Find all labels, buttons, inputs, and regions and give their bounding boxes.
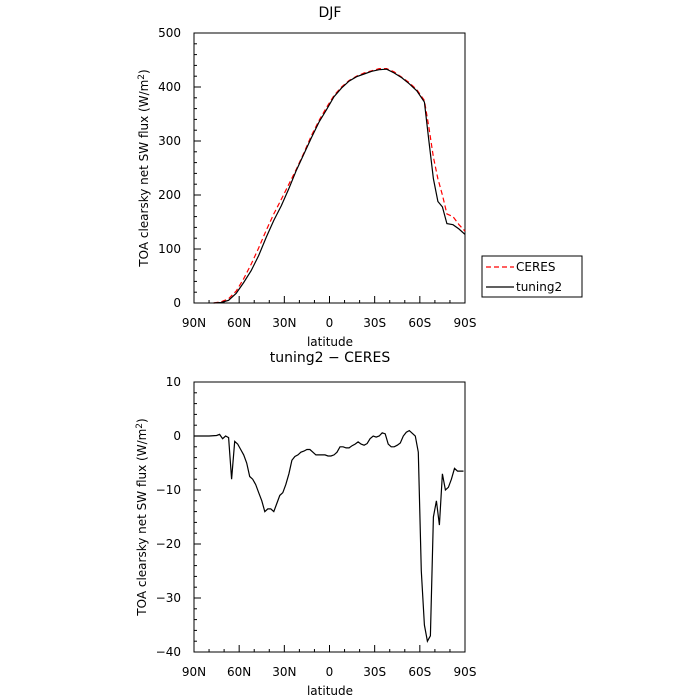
chart-title: DJF bbox=[319, 5, 342, 21]
y-tick-label: −30 bbox=[156, 591, 181, 605]
x-tick-label: 0 bbox=[326, 316, 334, 330]
chart-djf: DJF 90N 60N 30N 0 30S 60S 90S 0 100 200 300 400 500… bbox=[137, 5, 583, 349]
plot-frame bbox=[193, 32, 466, 304]
x-tick-label: 90S bbox=[454, 316, 477, 330]
x-tick-label: 0 bbox=[326, 665, 334, 679]
x-tick-label: 30S bbox=[363, 665, 386, 679]
y-tick-label: 100 bbox=[158, 242, 181, 256]
legend: CERES tuning2 bbox=[481, 255, 583, 298]
x-tick-label: 60S bbox=[408, 665, 431, 679]
y-tick-label: 0 bbox=[173, 296, 181, 310]
y-axis-label-superscript: 2 bbox=[137, 74, 147, 80]
y-tick-label: 0 bbox=[173, 429, 181, 443]
x-axis: 90N 60N 30N 0 30S 60S 90S bbox=[182, 645, 477, 679]
x-axis-label: latitude bbox=[307, 335, 353, 349]
x-tick-label: 30N bbox=[272, 665, 296, 679]
x-tick-label: 30S bbox=[363, 316, 386, 330]
series-line bbox=[194, 429, 464, 643]
plot-frame bbox=[193, 381, 466, 653]
y-tick-label: −40 bbox=[156, 645, 181, 659]
chart-difference: tuning2 − CERES 90N 60N 30N 0 30S 60S 90S −40−… bbox=[135, 350, 476, 698]
x-tick-label: 60S bbox=[408, 316, 431, 330]
x-tick-label: 90S bbox=[454, 665, 477, 679]
plot-lines bbox=[213, 67, 466, 304]
x-axis-label: latitude bbox=[307, 684, 353, 698]
y-tick-label: 400 bbox=[158, 80, 181, 94]
series-line-ceres bbox=[213, 67, 466, 304]
y-axis-label: TOA clearsky net SW flux (W/m2) bbox=[137, 69, 151, 267]
y-tick-label: 500 bbox=[158, 26, 181, 40]
y-tick-label: −10 bbox=[156, 483, 181, 497]
y-tick-label: 200 bbox=[158, 188, 181, 202]
y-tick-label: 10 bbox=[166, 375, 181, 389]
x-tick-label: 90N bbox=[182, 316, 206, 330]
y-axis: 0 100 200 300 400 500 bbox=[158, 26, 201, 310]
y-axis-label-main: TOA clearsky net SW flux (W/m bbox=[137, 80, 151, 268]
y-axis-label-end: ) bbox=[135, 418, 149, 423]
y-axis: −40 −30 −20 −10 0 10 bbox=[156, 375, 201, 659]
chart-title: tuning2 − CERES bbox=[270, 350, 391, 366]
legend-box bbox=[481, 255, 583, 298]
x-tick-label: 60N bbox=[227, 316, 251, 330]
y-axis-label-main: TOA clearsky net SW flux (W/m bbox=[135, 429, 149, 617]
legend-label-ceres: CERES bbox=[516, 260, 556, 274]
y-axis-label-superscript: 2 bbox=[135, 423, 145, 429]
plot-lines bbox=[194, 429, 464, 643]
x-axis: 90N 60N 30N 0 30S 60S 90S bbox=[182, 296, 477, 330]
y-axis-label: TOA clearsky net SW flux (W/m2) bbox=[135, 418, 149, 616]
x-tick-label: 90N bbox=[182, 665, 206, 679]
y-tick-label: 300 bbox=[158, 134, 181, 148]
x-tick-label: 60N bbox=[227, 665, 251, 679]
legend-label-tuning2: tuning2 bbox=[516, 280, 562, 294]
y-axis-label-end: ) bbox=[137, 69, 151, 74]
x-tick-label: 30N bbox=[272, 316, 296, 330]
series-line-tuning2 bbox=[213, 68, 466, 304]
y-tick-label: −20 bbox=[156, 537, 181, 551]
